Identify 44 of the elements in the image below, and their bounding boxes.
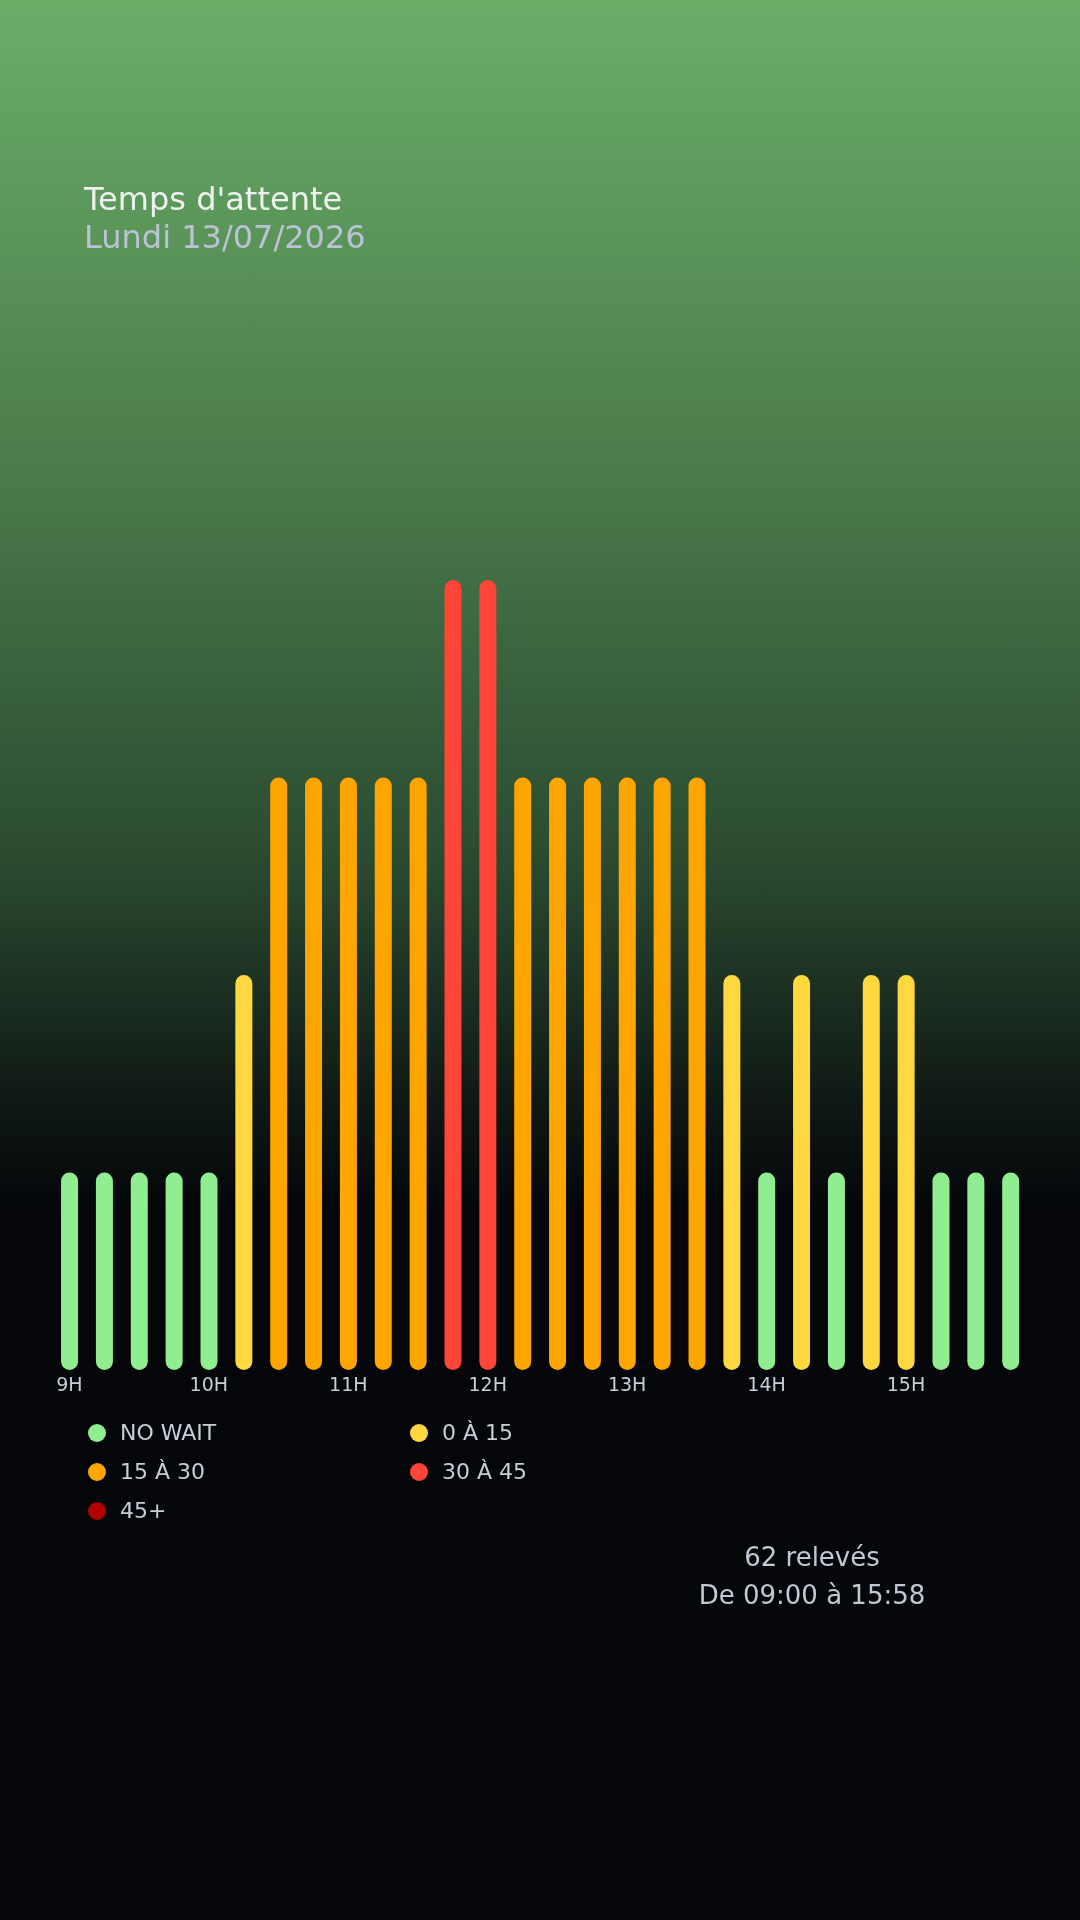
x-tick-label: 11H (329, 1373, 368, 1396)
chart-subtitle: Lundi 13/07/2026 (84, 218, 366, 256)
x-tick-label: 10H (189, 1373, 229, 1396)
x-tick-label: 12H (468, 1373, 507, 1396)
bar (758, 1172, 776, 1370)
x-tick-label: 9H (56, 1373, 83, 1396)
bar (200, 1172, 218, 1370)
legend-label: 0 À 15 (442, 1420, 514, 1445)
bar (862, 975, 880, 1370)
bar (688, 777, 706, 1370)
bar (653, 777, 671, 1370)
bar (444, 580, 462, 1370)
bar (897, 975, 915, 1370)
bar (95, 1172, 113, 1370)
bar (967, 1172, 985, 1370)
bar (827, 1172, 845, 1370)
legend-label: 30 À 45 (442, 1459, 528, 1484)
bar (479, 580, 497, 1370)
bar (793, 975, 811, 1370)
bar (514, 777, 532, 1370)
legend-label: 45+ (120, 1498, 167, 1523)
x-tick-label: 15H (886, 1373, 926, 1396)
bar (270, 777, 288, 1370)
bar (61, 1172, 79, 1370)
bar (409, 777, 427, 1370)
bar (583, 777, 601, 1370)
bar (1002, 1172, 1020, 1370)
bar (235, 975, 253, 1370)
x-tick-label: 14H (747, 1373, 786, 1396)
bar (374, 777, 392, 1370)
x-tick-label: 13H (607, 1373, 647, 1396)
legend-label: NO WAIT (120, 1420, 217, 1445)
legend-label: 15 À 30 (120, 1459, 206, 1484)
bar (305, 777, 323, 1370)
bar (130, 1172, 148, 1370)
text: 62 relevés (743, 1541, 881, 1574)
bar (165, 1172, 183, 1370)
bar (618, 777, 636, 1370)
bar (549, 777, 567, 1370)
bar (723, 975, 741, 1370)
chart-title: Temps d'attente (84, 180, 344, 218)
bar (339, 777, 357, 1370)
text: De 09:00 à 15:58 (697, 1579, 927, 1612)
bar (932, 1172, 950, 1370)
